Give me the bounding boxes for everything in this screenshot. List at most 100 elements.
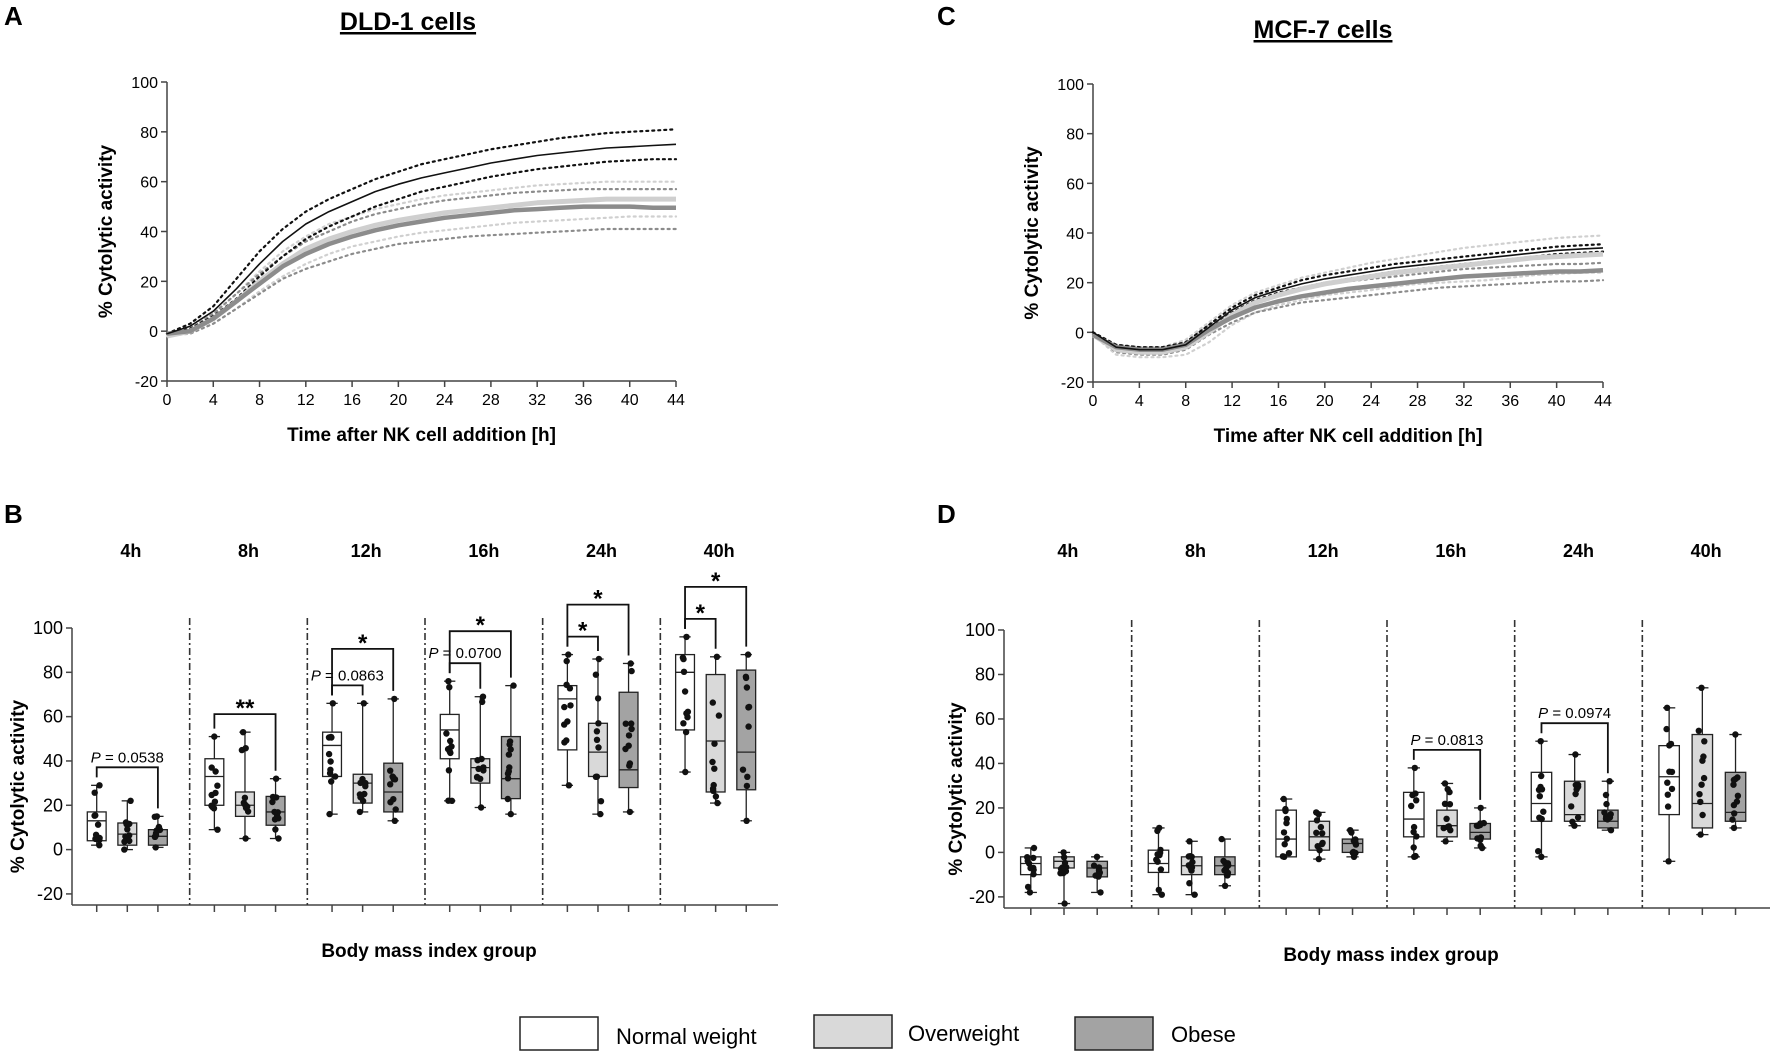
data-point bbox=[595, 720, 602, 727]
x-tick-label: 20 bbox=[1316, 393, 1334, 410]
data-point bbox=[152, 844, 159, 851]
ci-band-lower bbox=[165, 227, 678, 335]
data-point bbox=[1538, 772, 1545, 780]
data-point bbox=[628, 725, 635, 733]
data-point bbox=[1477, 804, 1484, 812]
data-point bbox=[447, 749, 454, 757]
data-point bbox=[709, 699, 716, 706]
data-point bbox=[594, 695, 602, 702]
data-point bbox=[565, 782, 573, 789]
data-point bbox=[1155, 886, 1163, 894]
significance-label: P = 0.0538 bbox=[91, 749, 164, 766]
data-point bbox=[1026, 889, 1034, 896]
data-point bbox=[680, 668, 688, 675]
data-point bbox=[682, 768, 689, 776]
x-tick-label: 4 bbox=[209, 392, 218, 409]
data-point bbox=[212, 789, 219, 797]
data-point bbox=[709, 758, 716, 766]
data-point bbox=[1538, 853, 1545, 860]
data-point bbox=[360, 700, 367, 707]
data-point bbox=[1283, 835, 1291, 842]
data-point bbox=[1221, 882, 1229, 889]
data-point bbox=[628, 720, 635, 727]
data-point bbox=[91, 789, 98, 796]
data-point bbox=[1477, 834, 1485, 841]
x-tick-label: 44 bbox=[1594, 393, 1612, 410]
timepoint-label: 24h bbox=[1563, 541, 1594, 561]
data-point bbox=[1280, 795, 1287, 803]
data-point bbox=[683, 710, 690, 717]
data-point bbox=[1574, 814, 1582, 821]
significance-bracket bbox=[331, 648, 395, 696]
data-point bbox=[152, 832, 159, 839]
data-point bbox=[1536, 793, 1544, 800]
legend-swatch-overweight bbox=[813, 1014, 893, 1049]
data-point bbox=[126, 837, 133, 845]
data-point bbox=[1695, 727, 1703, 734]
box bbox=[204, 758, 225, 806]
y-tick-label: 100 bbox=[33, 618, 63, 638]
data-point bbox=[628, 667, 635, 675]
data-point bbox=[593, 736, 601, 743]
data-point bbox=[1446, 801, 1454, 808]
x-tick-label: 28 bbox=[482, 392, 500, 409]
data-point bbox=[1701, 738, 1708, 745]
data-point bbox=[680, 720, 687, 727]
significance-label: P = 0.0813 bbox=[1411, 732, 1484, 749]
data-point bbox=[1156, 849, 1164, 857]
y-tick-label: 20 bbox=[43, 795, 63, 815]
significance-bracket bbox=[448, 630, 512, 678]
data-point bbox=[1730, 781, 1737, 788]
ci-band-upper bbox=[1091, 243, 1605, 349]
data-point bbox=[446, 684, 453, 691]
panel-a-title: DLD-1 cells bbox=[340, 8, 476, 36]
data-point bbox=[564, 718, 571, 725]
box bbox=[618, 691, 639, 789]
data-point bbox=[1283, 819, 1290, 827]
data-point bbox=[1729, 816, 1736, 823]
data-point bbox=[1186, 838, 1193, 845]
data-point bbox=[1189, 858, 1196, 866]
line-chart-c: -20 0 20 40 60 80 100 0 4 8 12 16 20 24 28 32 36 40 44 Time… bbox=[1022, 77, 1612, 447]
x-tick-label: 36 bbox=[575, 392, 593, 409]
data-point bbox=[1445, 823, 1453, 830]
data-point bbox=[272, 775, 280, 782]
y-tick-label: -20 bbox=[37, 884, 63, 904]
panel-c-title: MCF-7 cells bbox=[1254, 16, 1393, 44]
data-point bbox=[275, 815, 282, 822]
data-point bbox=[269, 793, 277, 801]
data-point bbox=[357, 779, 364, 787]
y-axis-label: % Cytolytic activity bbox=[8, 699, 29, 873]
data-point bbox=[151, 813, 158, 820]
ci-band-lower bbox=[165, 215, 678, 338]
data-point bbox=[1444, 786, 1451, 793]
data-point bbox=[1030, 871, 1037, 878]
data-point bbox=[1281, 841, 1288, 848]
data-point bbox=[1061, 859, 1069, 867]
data-point bbox=[121, 838, 128, 845]
data-point bbox=[1060, 854, 1068, 861]
data-point bbox=[1410, 828, 1417, 836]
data-point bbox=[121, 846, 128, 853]
data-point bbox=[1352, 841, 1360, 848]
data-point bbox=[680, 655, 687, 663]
significance-label: * bbox=[696, 600, 706, 627]
data-point bbox=[1027, 864, 1034, 872]
data-point bbox=[1568, 803, 1575, 810]
data-point bbox=[1315, 811, 1322, 818]
x-tick-label: 12 bbox=[297, 392, 315, 409]
data-point bbox=[1730, 824, 1738, 832]
data-point bbox=[743, 684, 751, 691]
significance-bracket bbox=[331, 684, 364, 696]
data-point bbox=[1410, 823, 1418, 831]
timepoint-label: 40h bbox=[704, 541, 735, 561]
data-point bbox=[1157, 866, 1165, 873]
significance-label: P = 0.0974 bbox=[1538, 705, 1611, 722]
y-tick-label: -20 bbox=[135, 374, 158, 391]
significance-bracket bbox=[448, 662, 482, 689]
data-point bbox=[1221, 867, 1228, 874]
data-point bbox=[445, 767, 453, 774]
data-point bbox=[1663, 704, 1671, 711]
data-point bbox=[1412, 852, 1419, 860]
panel-letter-b: B bbox=[4, 499, 23, 529]
